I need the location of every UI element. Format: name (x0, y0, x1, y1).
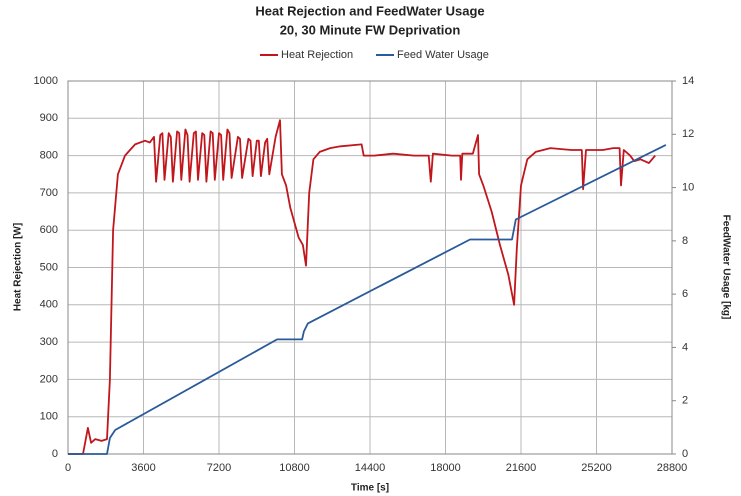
y-tick-label: 800 (40, 150, 58, 162)
y-tick-label: 300 (40, 336, 58, 348)
y2-tick-label: 14 (682, 75, 694, 87)
plot-frame (67, 80, 673, 455)
legend-label: Feed Water Usage (397, 49, 489, 61)
y-tick-label: 900 (40, 112, 58, 124)
y-tick-label: 200 (40, 373, 58, 385)
y2-tick-label: 12 (682, 128, 694, 140)
x-tick-label: 25200 (581, 462, 612, 474)
y2-tick-label: 6 (682, 288, 688, 300)
y2-tick-label: 4 (682, 341, 688, 353)
data-line (68, 119, 656, 455)
x-axis-label: Time [s] (351, 483, 389, 494)
x-tick-label: 18000 (430, 462, 461, 474)
y2-tick-label: 0 (682, 448, 688, 460)
x-tick-label: 21600 (506, 462, 537, 474)
y-tick-label: 100 (40, 411, 58, 423)
x-tick-label: 28800 (657, 462, 688, 474)
y-tick-label: 500 (40, 261, 58, 273)
x-tick-label: 0 (65, 462, 71, 474)
y2-axis-label: FeedWater Usage [kg] (720, 215, 731, 320)
x-tick-label: 3600 (131, 462, 155, 474)
y2-tick-label: 8 (682, 235, 688, 247)
y-tick-label: 600 (40, 224, 58, 236)
y-axis-label: Heat Rejection [W] (13, 223, 24, 311)
chart-subtitle: 20, 30 Minute FW Deprivation (280, 22, 461, 37)
x-tick-label: 7200 (207, 462, 231, 474)
y2-tick-label: 2 (682, 395, 688, 407)
data-line (68, 144, 667, 455)
chart-title: Heat Rejection and FeedWater Usage (255, 3, 484, 18)
y2-tick-label: 10 (682, 181, 694, 193)
y-tick-label: 700 (40, 187, 58, 199)
legend-label: Heat Rejection (281, 49, 353, 61)
y-tick-label: 1000 (34, 75, 58, 87)
x-tick-label: 14400 (355, 462, 386, 474)
y-tick-label: 0 (52, 448, 58, 460)
x-tick-label: 10800 (279, 462, 310, 474)
y-tick-label: 400 (40, 299, 58, 311)
